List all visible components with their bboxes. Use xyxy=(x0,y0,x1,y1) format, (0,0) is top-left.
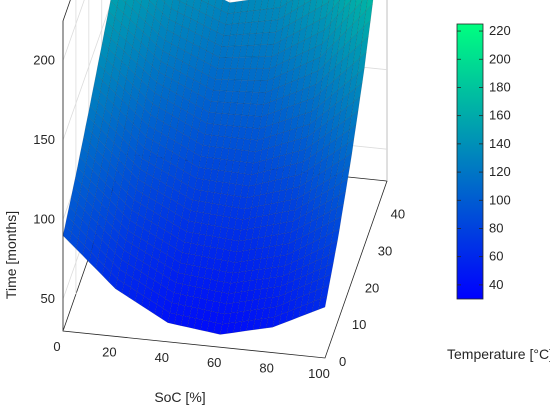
surface-patch xyxy=(279,0,288,8)
surface-patch xyxy=(284,0,294,17)
colorbar-tick-label: 100 xyxy=(489,192,511,207)
z-axis-label: Time [months] xyxy=(3,211,19,299)
y-tick-label: 20 xyxy=(365,280,379,295)
colorbar: 40 60 80 100 120 140 160 180 200 220 xyxy=(456,23,511,300)
colorbar-tick-label: 120 xyxy=(489,164,511,179)
y-tick-label: 0 xyxy=(339,354,346,369)
surface-patch xyxy=(247,0,256,12)
z-tick-label: 100 xyxy=(33,212,55,227)
surface-patch xyxy=(350,0,352,2)
colorbar-tick-label: 200 xyxy=(489,51,511,66)
surface-patch xyxy=(328,0,331,4)
tick-labels: 50 100 150 200 0 20 40 60 80 100 0 10 20 30 40 xyxy=(33,53,405,381)
surface-patch xyxy=(361,0,364,3)
surface-patch xyxy=(332,216,342,233)
y-tick-label: 40 xyxy=(391,207,405,222)
colorbar-tick-label: 40 xyxy=(489,277,503,292)
surface-patch xyxy=(320,284,330,299)
surface-patch xyxy=(214,0,224,11)
y-tick-label: 30 xyxy=(378,243,392,258)
grid-line-z xyxy=(62,0,85,61)
surface-patch xyxy=(348,0,357,17)
z-tick-label: 150 xyxy=(33,132,55,147)
x-axis-label: SoC [%] xyxy=(154,389,205,405)
surface-patch xyxy=(359,0,368,18)
axis-edge xyxy=(62,21,388,359)
surface-patch xyxy=(122,0,127,4)
colorbar-tick-label: 160 xyxy=(489,108,511,123)
x-tick-label: 40 xyxy=(155,350,169,365)
surface-patch xyxy=(343,0,351,9)
surface-patch xyxy=(326,0,335,17)
surface-patch xyxy=(339,0,341,2)
surface-patch xyxy=(125,0,135,10)
surface-patch xyxy=(338,178,348,196)
surface-patch xyxy=(266,0,276,10)
x-tick-label: 20 xyxy=(102,344,116,359)
colorbar-tick-label: 80 xyxy=(489,220,503,235)
surface-patch xyxy=(253,0,263,11)
x-tick-label: 80 xyxy=(259,361,273,376)
axes-box-edges xyxy=(62,21,388,359)
surface-patch xyxy=(355,68,365,89)
surface-patch xyxy=(351,96,361,117)
surface-plot xyxy=(62,0,374,335)
z-tick-label: 200 xyxy=(33,53,55,68)
x-tick-label: 100 xyxy=(308,366,330,381)
colorbar-tick-label: 220 xyxy=(489,23,511,38)
grid-line-z xyxy=(62,0,113,141)
colorbar-tick-label: 180 xyxy=(489,79,511,94)
surface-patch xyxy=(201,0,209,4)
surface-patch xyxy=(148,0,150,1)
colorbar-ticks: 40 60 80 100 120 140 160 180 200 220 xyxy=(457,23,511,292)
x-tick-label: 0 xyxy=(53,339,60,354)
colorbar-tick-label: 140 xyxy=(489,136,511,151)
surface-patch xyxy=(110,0,119,8)
z-tick-label: 50 xyxy=(41,291,55,306)
surface-patch xyxy=(345,138,355,158)
x-tick-label: 60 xyxy=(207,355,221,370)
surface-patch xyxy=(363,3,373,28)
surface-patch xyxy=(349,110,359,131)
surface-patch xyxy=(315,0,323,11)
colorbar-tick-label: 60 xyxy=(489,249,503,264)
colorbar-label: Temperature [°C] xyxy=(447,346,550,362)
surface-patch xyxy=(324,262,334,278)
colorbar-gradient xyxy=(456,23,484,300)
surface-patch xyxy=(318,295,328,310)
y-tick-label: 10 xyxy=(352,317,366,332)
